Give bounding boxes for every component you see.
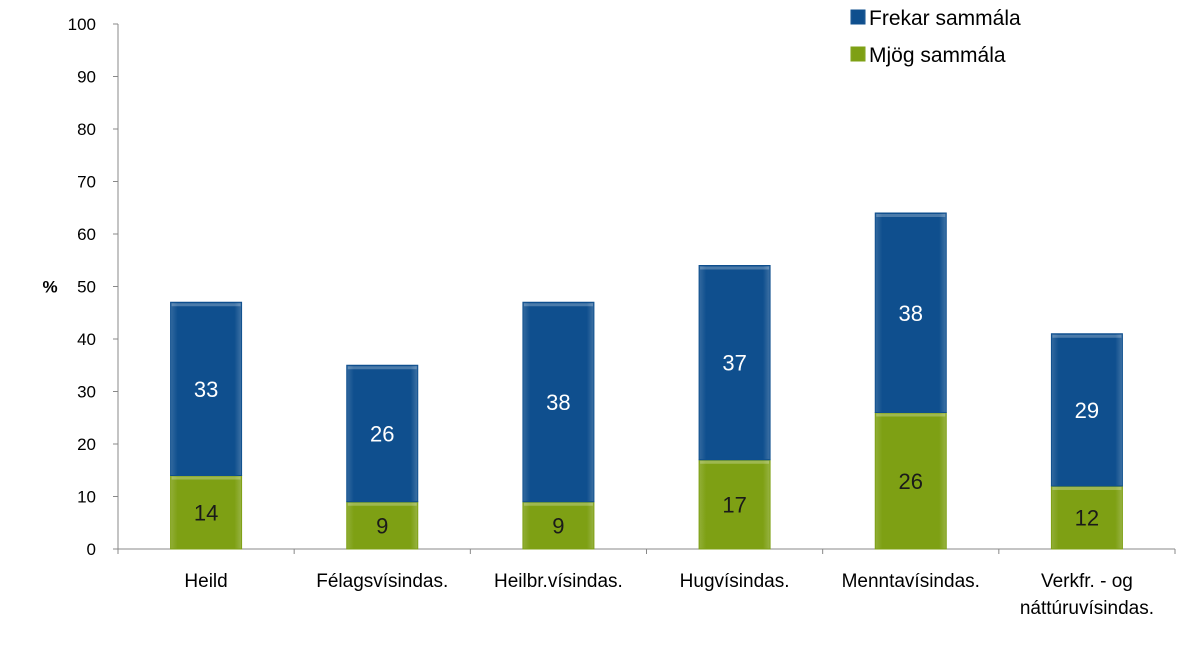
bar-highlight	[171, 476, 241, 480]
data-label: 17	[722, 492, 746, 517]
x-tick-label: Hugvísindas.	[680, 571, 790, 592]
y-tick-label: 20	[77, 435, 96, 454]
data-label: 14	[194, 500, 218, 525]
y-axis-label: %	[42, 278, 57, 297]
bar-mjog-sammala	[698, 459, 771, 550]
legend-swatch	[850, 46, 866, 62]
y-tick-label: 50	[77, 278, 96, 297]
bar-mjog-sammala	[874, 412, 947, 550]
bar-frekar-sammala	[522, 301, 595, 503]
y-tick-label: 60	[77, 225, 96, 244]
data-label: 26	[370, 422, 394, 447]
bar-frekar-sammala	[874, 212, 947, 413]
y-tick-label: 70	[77, 173, 96, 192]
data-label: 38	[546, 390, 570, 415]
x-tick-label: Félagsvísindas.	[316, 571, 448, 592]
bar-highlight	[876, 413, 946, 417]
legend-swatch	[850, 9, 866, 25]
bar-highlight	[523, 303, 593, 307]
data-label: 37	[722, 351, 746, 376]
bar-highlight	[876, 214, 946, 217]
data-label: 29	[1075, 398, 1099, 423]
data-label: 38	[899, 301, 923, 326]
bar-mjog-sammala	[1050, 485, 1123, 550]
data-label: 9	[552, 513, 564, 538]
bar-highlight	[347, 502, 417, 506]
x-tick-label: Heild	[184, 571, 227, 592]
bar-mjog-sammala	[346, 501, 419, 550]
bar-highlight	[700, 460, 770, 464]
x-tick-label: Heilbr.vísindas.	[494, 571, 623, 592]
bar-frekar-sammala	[1050, 333, 1123, 487]
bar-highlight	[700, 266, 770, 270]
bar-frekar-sammala	[346, 364, 419, 503]
bar-frekar-sammala	[698, 265, 771, 461]
y-tick-label: 100	[68, 15, 96, 34]
data-label: 33	[194, 377, 218, 402]
bar-highlight	[1052, 487, 1122, 490]
bar-highlight	[523, 502, 593, 506]
bar-highlight	[1052, 334, 1122, 338]
x-tick-label: Verkfr. - og	[1041, 571, 1133, 592]
bar-mjog-sammala	[522, 501, 595, 550]
x-tick-label: Menntavísindas.	[842, 571, 980, 592]
bar-frekar-sammala	[170, 301, 243, 476]
x-tick-label: náttúruvísindas.	[1020, 598, 1154, 619]
bar-highlight	[171, 303, 241, 307]
y-tick-label: 0	[87, 540, 96, 559]
data-label: 26	[899, 469, 923, 494]
data-label: 12	[1075, 506, 1099, 531]
y-tick-label: 90	[77, 68, 96, 87]
bar-mjog-sammala	[170, 475, 243, 550]
bar-highlight	[347, 366, 417, 370]
y-tick-label: 30	[77, 383, 96, 402]
y-tick-label: 10	[77, 488, 96, 507]
y-tick-label: 80	[77, 120, 96, 139]
legend-label: Mjög sammála	[869, 44, 1006, 67]
legend-label: Frekar sammála	[869, 7, 1021, 30]
data-label: 9	[376, 513, 388, 538]
y-tick-label: 40	[77, 330, 96, 349]
